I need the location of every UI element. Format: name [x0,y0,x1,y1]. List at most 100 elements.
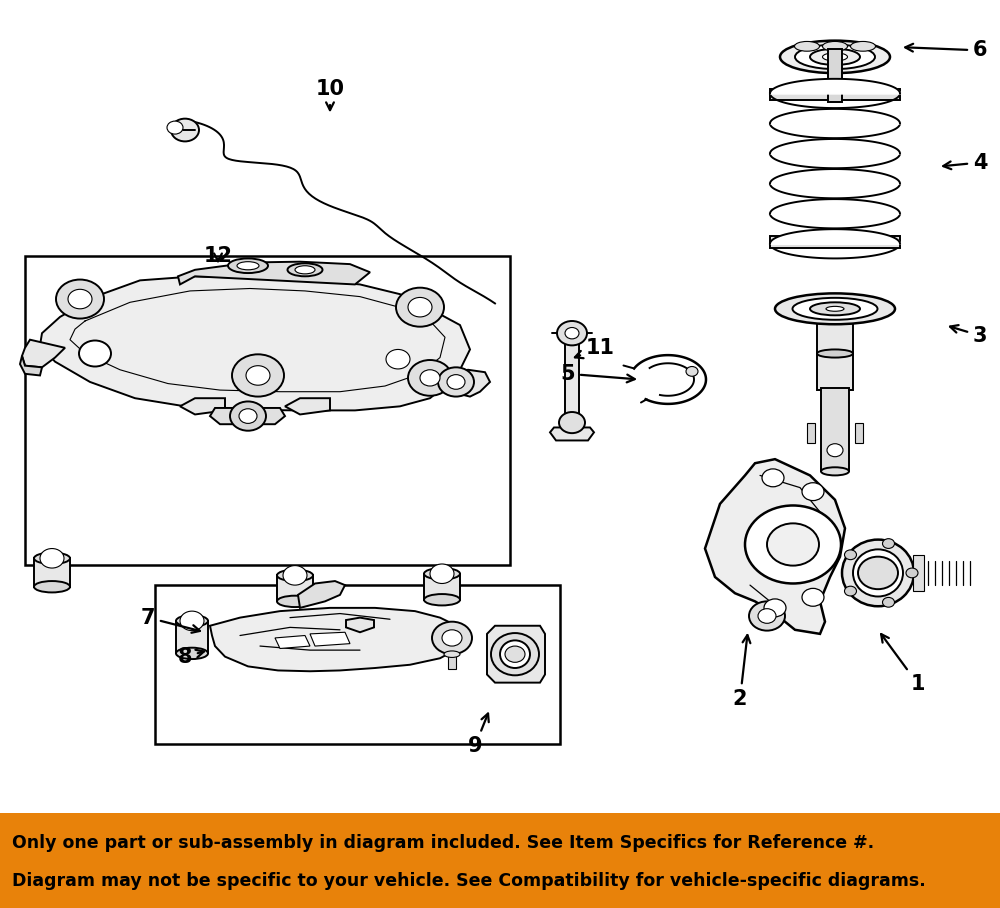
Circle shape [246,366,270,385]
Ellipse shape [295,266,315,274]
Polygon shape [210,607,462,671]
Circle shape [180,611,204,631]
Bar [817,309,853,390]
Text: Diagram may not be specific to your vehicle. See Compatibility for vehicle-speci: Diagram may not be specific to your vehi… [12,873,926,891]
Circle shape [827,444,843,457]
Ellipse shape [424,594,460,606]
Bar [821,389,849,471]
Text: 6: 6 [905,40,987,61]
Circle shape [764,599,786,617]
Ellipse shape [176,616,208,627]
Bar [155,585,560,744]
Polygon shape [210,408,285,424]
Circle shape [565,328,579,339]
Circle shape [686,367,698,376]
Text: 12: 12 [204,246,232,266]
Circle shape [396,288,444,327]
Bar [770,89,900,100]
Ellipse shape [288,263,322,276]
Text: 9: 9 [468,714,489,756]
Ellipse shape [853,549,903,597]
Text: 4: 4 [943,153,987,173]
Ellipse shape [34,581,70,592]
Bar [807,422,815,443]
Circle shape [430,564,454,584]
Text: Only one part or sub-assembly in diagram included. See Item Specifics for Refere: Only one part or sub-assembly in diagram… [12,834,874,853]
Circle shape [906,568,918,577]
Circle shape [749,601,785,631]
Circle shape [386,350,410,369]
Circle shape [432,622,472,654]
Circle shape [230,401,266,430]
Polygon shape [285,399,330,414]
Bar [424,574,460,600]
Polygon shape [180,399,225,414]
Polygon shape [22,340,65,368]
Circle shape [883,538,895,548]
Circle shape [767,523,819,566]
Bar [448,653,456,669]
Circle shape [167,121,183,134]
Text: 5: 5 [561,364,635,384]
Circle shape [232,354,284,397]
Ellipse shape [821,468,849,476]
Ellipse shape [810,49,860,65]
Circle shape [420,370,440,386]
Ellipse shape [277,596,313,607]
Circle shape [438,368,474,397]
Polygon shape [275,636,310,648]
Circle shape [447,375,465,390]
Circle shape [56,280,104,319]
Polygon shape [550,428,594,440]
Circle shape [442,630,462,646]
Polygon shape [487,626,545,683]
Polygon shape [346,617,374,632]
Text: 11: 11 [575,338,614,359]
Bar [828,49,842,102]
Text: 8: 8 [178,646,204,666]
Circle shape [745,506,841,584]
Polygon shape [913,555,924,591]
Circle shape [79,340,111,367]
Ellipse shape [794,42,819,51]
Bar [855,422,863,443]
Ellipse shape [444,651,460,657]
Polygon shape [705,459,845,634]
Circle shape [844,550,856,559]
Bar [277,576,313,601]
Ellipse shape [810,302,860,315]
Ellipse shape [822,42,848,51]
Ellipse shape [775,293,895,324]
Ellipse shape [34,553,70,564]
Ellipse shape [491,633,539,676]
Text: 3: 3 [950,325,987,346]
Polygon shape [20,356,42,375]
Ellipse shape [780,41,890,74]
Polygon shape [298,581,345,607]
Circle shape [858,557,898,589]
Circle shape [802,588,824,607]
Circle shape [762,469,784,487]
Text: 2: 2 [733,635,750,709]
Circle shape [844,587,856,596]
Circle shape [408,360,452,396]
Ellipse shape [817,350,853,358]
Circle shape [758,608,776,623]
Polygon shape [178,262,370,284]
Bar [770,236,900,248]
Ellipse shape [176,647,208,659]
Circle shape [557,321,587,345]
Ellipse shape [237,262,259,270]
Circle shape [883,597,895,607]
Ellipse shape [842,539,914,607]
Polygon shape [310,632,350,646]
Circle shape [239,409,257,423]
Polygon shape [445,370,490,397]
Ellipse shape [826,306,844,311]
Circle shape [40,548,64,568]
Circle shape [505,646,525,662]
Ellipse shape [500,640,530,668]
Circle shape [559,412,585,433]
Polygon shape [40,276,470,410]
Ellipse shape [795,44,875,69]
